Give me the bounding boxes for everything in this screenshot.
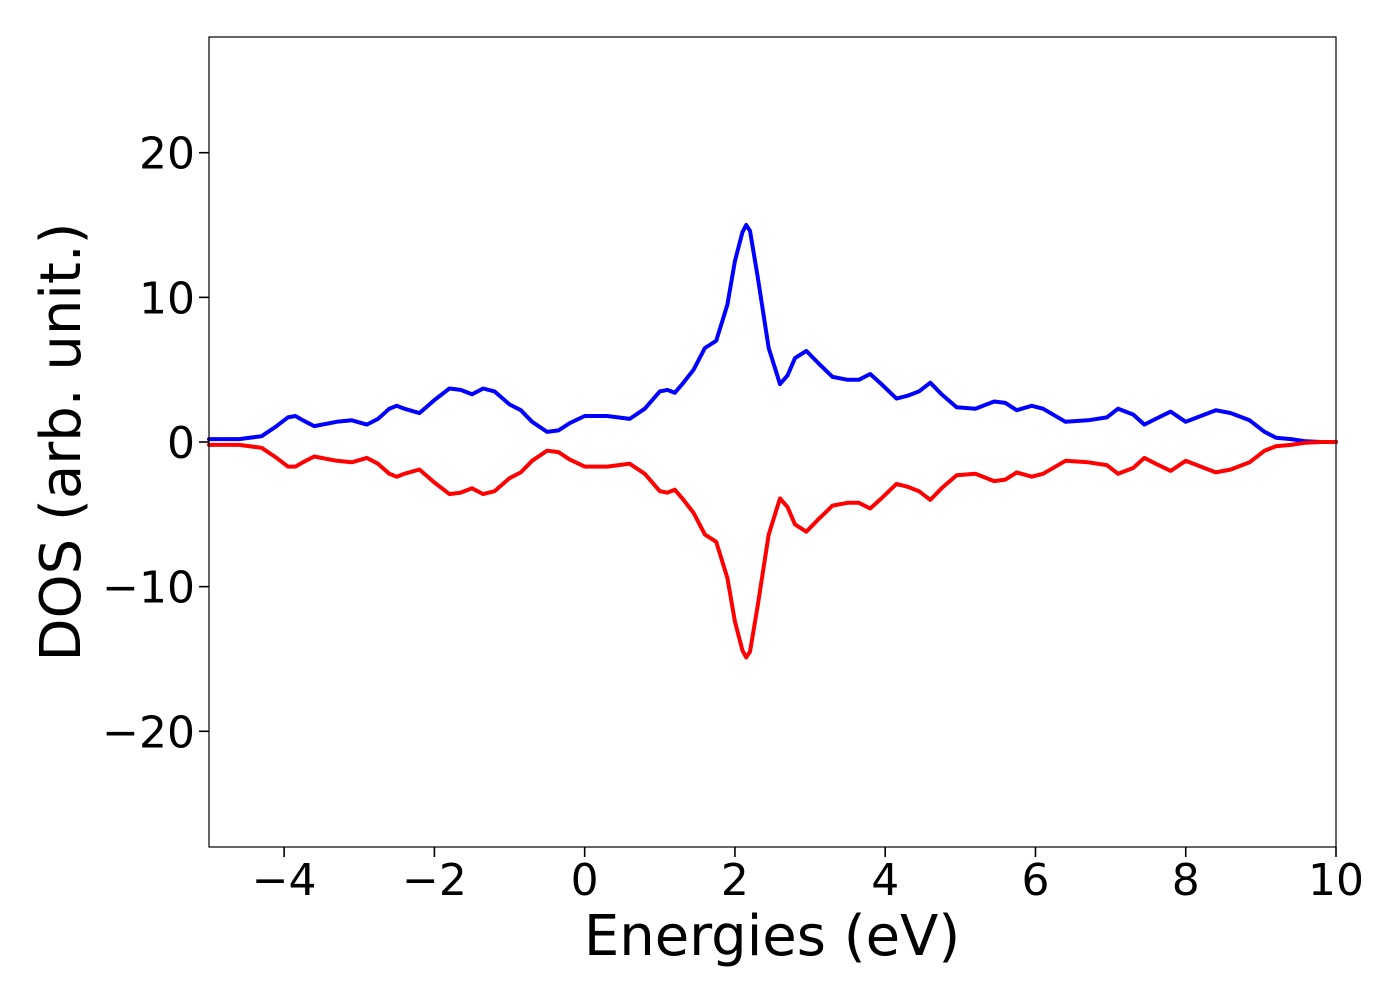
x-tick-label: 6 [1021, 855, 1049, 906]
x-tick-label: 2 [721, 855, 749, 906]
y-axis-label: DOS (arb. unit.) [29, 222, 94, 661]
series-line-spin-down [207, 440, 1338, 660]
x-axis: −4 −2 0 2 4 6 8 10 [252, 847, 1364, 906]
x-tick-label: 4 [871, 855, 899, 906]
y-tick-label: 0 [167, 418, 195, 469]
plot-frame [208, 36, 1337, 848]
x-tick-label: −2 [402, 855, 467, 906]
plot-area [207, 223, 1338, 660]
y-axis: −20 −10 0 10 20 [102, 129, 209, 758]
x-tick-label: 10 [1308, 855, 1364, 906]
y-tick-label: −20 [102, 707, 195, 758]
series-line-spin-up [207, 223, 1338, 444]
y-tick-label: −10 [102, 563, 195, 614]
y-tick-label: 20 [139, 129, 195, 180]
x-tick-label: −4 [252, 855, 317, 906]
x-tick-label: 8 [1172, 855, 1200, 906]
y-tick-label: 10 [139, 273, 195, 324]
x-axis-label: Energies (eV) [584, 904, 960, 969]
x-tick-label: 0 [571, 855, 599, 906]
